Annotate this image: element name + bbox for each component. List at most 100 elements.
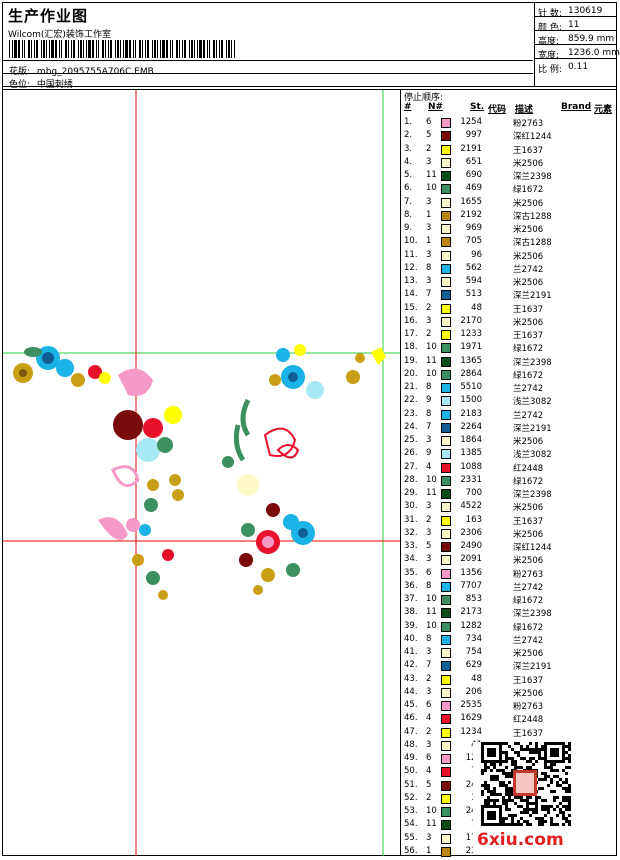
row-number: 15. bbox=[404, 302, 418, 313]
color-swatch bbox=[441, 595, 451, 605]
row-needle: 3 bbox=[426, 647, 432, 657]
row-number: 23. bbox=[404, 408, 418, 419]
row-description: 米2506 bbox=[513, 688, 544, 699]
row-description: 深兰2191 bbox=[513, 662, 552, 673]
table-row: 1. 6 1254 粉2763 bbox=[401, 116, 616, 129]
row-stitches: 651 bbox=[465, 156, 482, 167]
stat-height: 高度: 859.9 mm bbox=[538, 34, 615, 47]
color-swatch bbox=[441, 528, 451, 539]
row-stitches: 2264 bbox=[460, 421, 482, 432]
row-needle: 11 bbox=[426, 170, 437, 180]
row-description: 米2506 bbox=[513, 278, 544, 288]
color-swatch bbox=[441, 369, 451, 380]
row-number: 33. bbox=[404, 541, 418, 551]
divider bbox=[2, 60, 533, 61]
row-description: 兰2742 bbox=[513, 264, 544, 275]
row-number: 40. bbox=[404, 633, 418, 644]
row-needle: 8 bbox=[426, 382, 432, 392]
row-needle: 7 bbox=[426, 289, 432, 300]
table-row: 32. 3 2306 米2506 bbox=[401, 527, 616, 540]
row-description: 米2506 bbox=[513, 556, 544, 567]
color-swatch bbox=[441, 489, 451, 499]
row-needle: 5 bbox=[426, 779, 432, 790]
row-description: 兰2742 bbox=[513, 410, 544, 421]
color-swatch bbox=[441, 820, 451, 831]
stop-sequence-title: 停止顺序: bbox=[404, 93, 444, 103]
row-stitches: 1254 bbox=[460, 117, 482, 127]
row-stitches: 1655 bbox=[460, 196, 482, 207]
row-needle: 10 bbox=[426, 806, 437, 816]
divider bbox=[2, 86, 616, 87]
color-swatch bbox=[441, 754, 451, 764]
table-row: 3. 2 2191 王1637 bbox=[401, 143, 616, 156]
row-number: 10. bbox=[404, 236, 418, 247]
color-row: 色位: 中国刺绣 bbox=[9, 77, 73, 90]
row-number: 54. bbox=[404, 819, 418, 830]
row-number: 4. bbox=[404, 156, 413, 167]
row-needle: 3 bbox=[426, 554, 432, 565]
row-description: 粉2763 bbox=[513, 119, 544, 129]
color-swatch bbox=[441, 277, 451, 287]
table-row: 40. 8 734 兰2742 bbox=[401, 633, 616, 646]
row-number: 7. bbox=[404, 196, 413, 207]
row-stitches: 2192 bbox=[460, 209, 482, 220]
row-stitches: 594 bbox=[465, 276, 482, 286]
row-stitches: 2306 bbox=[460, 527, 482, 538]
floral-motif-left bbox=[13, 346, 184, 600]
row-number: 18. bbox=[404, 342, 418, 353]
row-stitches: 4522 bbox=[460, 501, 482, 512]
stat-width: 宽度: 1236.0 mm bbox=[538, 48, 620, 61]
table-row: 21. 8 5510 兰2742 bbox=[401, 381, 616, 394]
table-row: 7. 3 1655 米2506 bbox=[401, 196, 616, 209]
divider bbox=[534, 44, 617, 45]
row-number: 53. bbox=[404, 806, 418, 816]
color-swatch bbox=[441, 833, 451, 844]
row-description: 王1637 bbox=[513, 516, 544, 527]
color-swatch bbox=[441, 727, 451, 738]
row-description: 深兰2398 bbox=[513, 357, 552, 368]
row-description: 绿1672 bbox=[513, 476, 544, 487]
row-stitches: 1088 bbox=[460, 461, 482, 472]
table-row: 31. 2 163 王1637 bbox=[401, 514, 616, 527]
row-needle: 6 bbox=[426, 567, 432, 578]
row-number: 6. bbox=[404, 183, 413, 194]
table-row: 25. 3 1864 米2506 bbox=[401, 434, 616, 447]
row-number: 13. bbox=[404, 276, 418, 286]
row-stitches: 2170 bbox=[460, 315, 482, 326]
row-stitches: 96 bbox=[471, 249, 482, 260]
color-swatch bbox=[441, 687, 451, 698]
qr-watermark: 6xiu.com bbox=[473, 742, 613, 854]
row-stitches: 690 bbox=[465, 170, 482, 180]
row-stitches: 1233 bbox=[460, 329, 482, 339]
row-stitches: 2864 bbox=[460, 368, 482, 379]
row-stitches: 562 bbox=[465, 262, 482, 273]
row-needle: 3 bbox=[426, 686, 432, 697]
row-needle: 2 bbox=[426, 143, 432, 154]
row-needle: 3 bbox=[426, 315, 432, 326]
color-swatch bbox=[441, 290, 451, 301]
color-swatch bbox=[441, 515, 451, 526]
pattern-label: 花版: bbox=[9, 67, 31, 77]
stat-colors: 颜 色: 11 bbox=[538, 20, 580, 33]
row-stitches: 1385 bbox=[460, 448, 482, 459]
row-number: 25. bbox=[404, 435, 418, 445]
row-needle: 10 bbox=[426, 594, 437, 604]
row-number: 14. bbox=[404, 289, 418, 300]
color-swatch bbox=[441, 475, 451, 486]
color-swatch bbox=[441, 436, 451, 446]
row-description: 米2506 bbox=[513, 251, 544, 262]
color-swatch bbox=[441, 250, 451, 261]
row-description: 深兰2398 bbox=[513, 490, 552, 500]
row-stitches: 853 bbox=[465, 594, 482, 604]
table-row: 8. 1 2192 深古1288 bbox=[401, 209, 616, 222]
row-stitches: 2091 bbox=[460, 554, 482, 565]
table-row: 10. 1 705 深古1288 bbox=[401, 235, 616, 248]
row-number: 21. bbox=[404, 382, 418, 392]
row-stitches: 2331 bbox=[460, 474, 482, 485]
row-stitches: 700 bbox=[465, 488, 482, 498]
divider bbox=[534, 30, 617, 31]
row-description: 米2506 bbox=[513, 198, 544, 209]
row-stitches: 48 bbox=[471, 302, 482, 313]
row-number: 52. bbox=[404, 792, 418, 803]
